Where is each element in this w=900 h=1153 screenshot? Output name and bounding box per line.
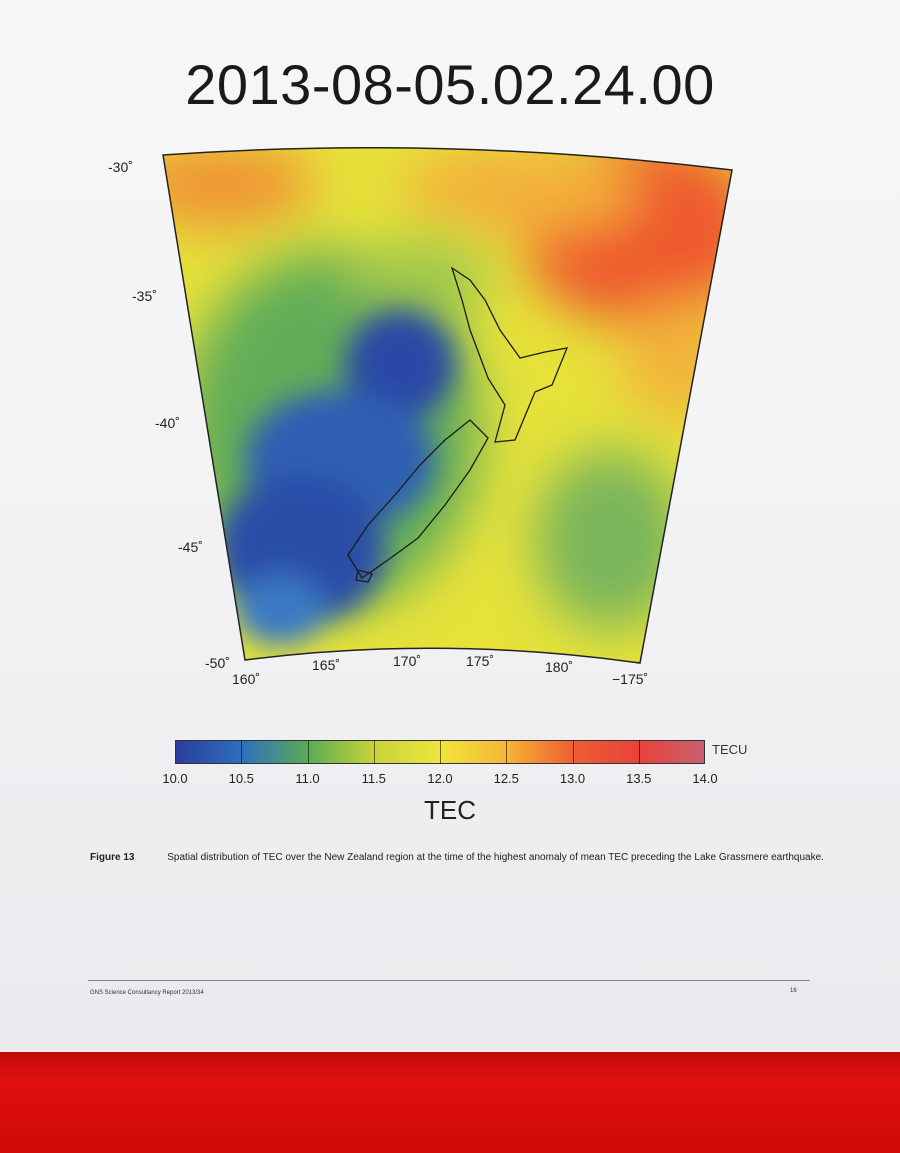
footer-report-name: GNS Science Consultancy Report 2013/34 (90, 990, 204, 996)
colorbar-title: TEC (424, 795, 476, 825)
colorbar-tick (638, 740, 640, 764)
map-frame (162, 146, 733, 664)
lat-label: -50˚ (205, 655, 230, 671)
lon-label: 170˚ (393, 653, 421, 669)
colorbar-label: 11.5 (361, 771, 386, 786)
lat-label: -35˚ (132, 288, 157, 304)
colorbar-tick (440, 740, 441, 764)
footer-divider (88, 980, 810, 981)
footer-page-number: 16 (790, 988, 797, 994)
lat-label: -40˚ (155, 415, 180, 431)
colorbar-tick (241, 740, 243, 764)
map-title: 2013-08-05.02.24.00 (185, 53, 715, 116)
colorbar-tick (506, 740, 508, 764)
nz-coastline (347, 266, 569, 583)
lat-label: -45˚ (178, 539, 203, 555)
lon-label: 180˚ (545, 659, 573, 675)
colorbar-label: 14.0 (692, 771, 718, 786)
red-surface (0, 1052, 900, 1153)
colorbar-label: 12.5 (493, 771, 519, 786)
colorbar-tick (307, 740, 309, 764)
colorbar-label: 10.5 (228, 771, 254, 786)
colorbar-label: 12.0 (427, 771, 453, 786)
figure-caption: Figure 13 Spatial distribution of TEC ov… (90, 850, 850, 866)
colorbar-label: 13.0 (559, 771, 586, 786)
colorbar-tick (373, 740, 375, 764)
colorbar-label: 10.0 (162, 771, 188, 786)
lat-label: -30˚ (108, 159, 133, 175)
caption-label: Figure 13 (90, 852, 135, 863)
caption-text: Spatial distribution of TEC over the New… (167, 852, 824, 863)
colorbar-ticks (175, 740, 705, 764)
colorbar-label: 13.5 (626, 771, 652, 786)
tec-map: -30˚ -35˚ -40˚ -45˚ -50˚ 160˚ 165˚ 170˚ … (108, 146, 733, 687)
colorbar-tick (572, 740, 574, 764)
colorbar-unit: TECU (712, 742, 748, 757)
tec-field (163, 147, 732, 663)
lon-label: 175˚ (466, 653, 494, 669)
lon-label: 165˚ (312, 657, 340, 673)
lon-label: 160˚ (232, 671, 260, 687)
colorbar-label: 11.0 (295, 771, 320, 786)
lon-label: −175˚ (612, 671, 648, 687)
